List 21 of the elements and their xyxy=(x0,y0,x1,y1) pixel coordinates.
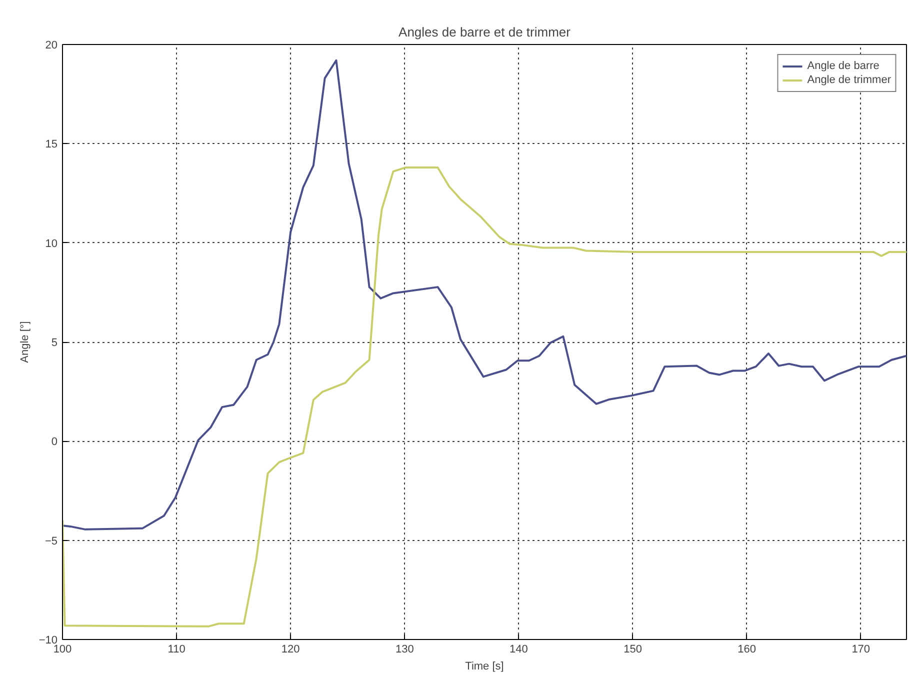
y-tick-label: 15 xyxy=(45,138,58,151)
x-tick-label: 150 xyxy=(624,644,642,656)
x-tick-label: 130 xyxy=(395,644,414,656)
x-tick-label: 170 xyxy=(852,644,870,656)
legend-label: Angle de trimmer xyxy=(807,73,891,87)
x-tick-label: 120 xyxy=(281,644,300,656)
x-tick-label: 110 xyxy=(168,644,186,656)
y-tick-label: 0 xyxy=(51,436,58,448)
line-series xyxy=(62,166,906,628)
y-tick-label: 20 xyxy=(45,40,58,52)
chart-title: Angles de barre et de trimmer xyxy=(398,24,572,40)
x-tick-label: 140 xyxy=(510,644,528,656)
x-axis-title: Time [s] xyxy=(465,660,504,672)
legend-label: Angle de barre xyxy=(807,59,880,73)
y-tick-label: −5 xyxy=(44,535,58,548)
y-tick-label: 10 xyxy=(45,238,58,250)
y-tick-label: 5 xyxy=(51,337,58,349)
x-tick-label: 160 xyxy=(738,644,756,656)
y-axis-title: Angle [°] xyxy=(18,321,31,363)
x-tick-label: 100 xyxy=(53,644,72,656)
line-series xyxy=(62,59,906,530)
